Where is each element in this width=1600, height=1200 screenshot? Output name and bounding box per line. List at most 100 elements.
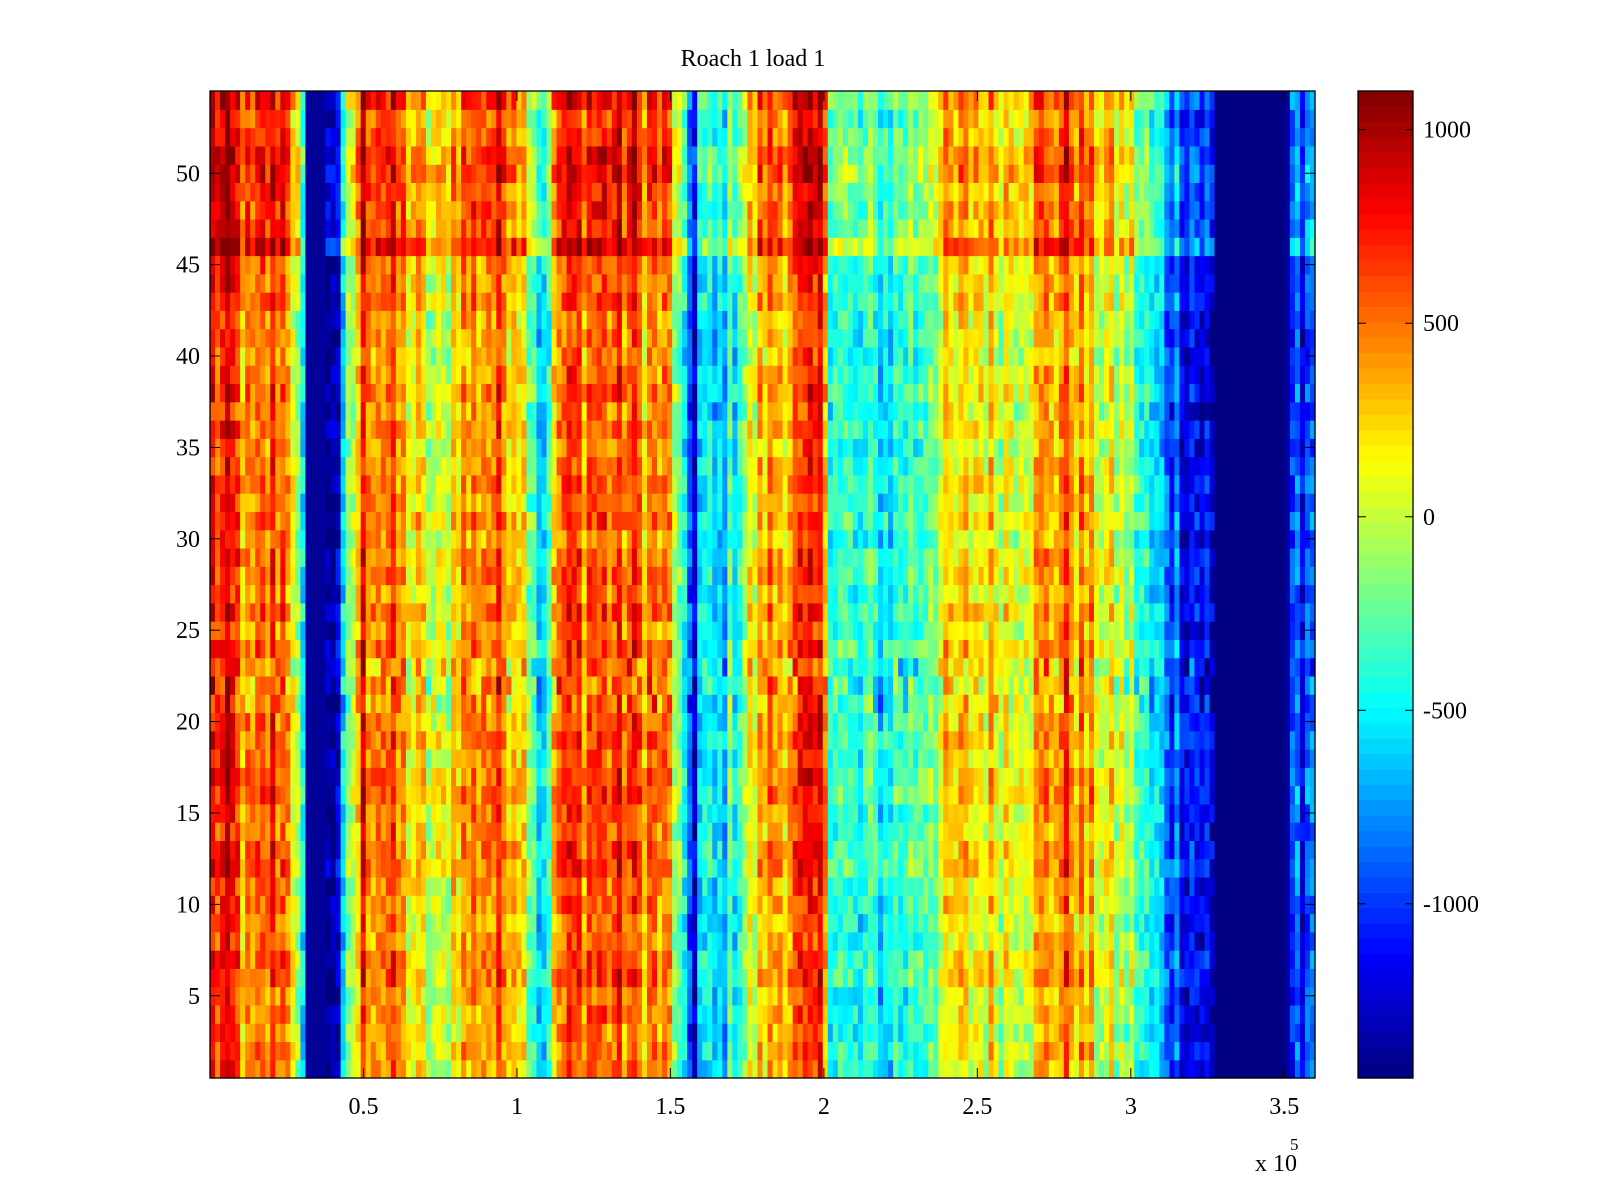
- heatmap-cell: [1088, 785, 1095, 805]
- heatmap-cell: [737, 1041, 744, 1061]
- heatmap-cell: [1124, 1004, 1130, 1024]
- heatmap-cell: [260, 858, 266, 878]
- heatmap-cell: [1083, 913, 1090, 933]
- heatmap-cell: [375, 767, 382, 787]
- heatmap-cell: [295, 767, 302, 787]
- heatmap-cell: [1309, 694, 1316, 714]
- heatmap-cell: [400, 767, 407, 787]
- heatmap-cell: [938, 675, 944, 695]
- heatmap-cell: [782, 968, 789, 988]
- heatmap-cell: [516, 876, 523, 896]
- heatmap-cell: [737, 694, 744, 714]
- heatmap-cell: [290, 968, 296, 988]
- heatmap-cell: [657, 822, 663, 841]
- heatmap-cell: [586, 931, 593, 951]
- heatmap-cell: [667, 803, 673, 823]
- heatmap-cell: [1204, 767, 1211, 787]
- heatmap-cell: [385, 913, 392, 933]
- heatmap-cell: [968, 822, 975, 841]
- heatmap-cell: [345, 840, 352, 860]
- heatmap-cell: [601, 840, 608, 860]
- heatmap-cell: [752, 1041, 759, 1061]
- heatmap-cell: [1169, 913, 1175, 933]
- heatmap-cell: [867, 1023, 874, 1043]
- heatmap-cell: [878, 913, 884, 933]
- heatmap-cell: [1078, 712, 1085, 732]
- heatmap-cell: [1194, 950, 1201, 969]
- heatmap-cell: [1008, 968, 1015, 988]
- heatmap-cell: [667, 895, 673, 915]
- heatmap-cell: [446, 1041, 452, 1061]
- heatmap-cell: [1279, 694, 1286, 714]
- heatmap-cell: [420, 895, 427, 915]
- heatmap-cell: [496, 694, 502, 714]
- heatmap-cell: [290, 858, 296, 878]
- heatmap-cell: [466, 1041, 472, 1061]
- heatmap-cell: [1254, 931, 1261, 951]
- heatmap-cell: [516, 858, 523, 878]
- heatmap-cell: [968, 895, 975, 915]
- heatmap-cell: [958, 950, 965, 969]
- heatmap-cell: [772, 876, 779, 896]
- heatmap-cell: [1099, 1059, 1105, 1079]
- heatmap-cell: [436, 1023, 442, 1043]
- heatmap-cell: [300, 913, 307, 933]
- heatmap-cell: [1094, 913, 1100, 933]
- heatmap-cell: [1028, 840, 1035, 860]
- heatmap-cell: [1144, 749, 1150, 768]
- heatmap-cell: [662, 913, 668, 933]
- heatmap-cell: [1234, 1041, 1241, 1061]
- heatmap-cell: [1033, 785, 1040, 805]
- heatmap-cell: [621, 858, 628, 878]
- heatmap-cell: [722, 1004, 728, 1024]
- heatmap-cell: [807, 730, 814, 750]
- heatmap-cell: [466, 1004, 472, 1024]
- heatmap-cell: [652, 657, 658, 677]
- heatmap-cell: [210, 1059, 216, 1079]
- heatmap-cell: [1063, 1004, 1070, 1024]
- heatmap-cell: [486, 1041, 492, 1061]
- heatmap-cell: [893, 931, 899, 951]
- heatmap-cell: [983, 1059, 990, 1079]
- heatmap-cell: [451, 840, 457, 860]
- heatmap-cell: [767, 694, 774, 714]
- heatmap-cell: [566, 694, 573, 714]
- heatmap-cell: [1129, 822, 1135, 841]
- heatmap-cell: [998, 822, 1005, 841]
- heatmap-cell: [978, 822, 985, 841]
- heatmap-cell: [1124, 840, 1130, 860]
- heatmap-cell: [802, 1023, 809, 1043]
- heatmap-cell: [727, 931, 733, 951]
- heatmap-cell: [923, 858, 929, 878]
- heatmap-cell: [827, 913, 834, 933]
- heatmap-cell: [822, 1023, 829, 1043]
- heatmap-cell: [581, 840, 588, 860]
- heatmap-cell: [270, 986, 276, 1006]
- heatmap-cell: [1013, 913, 1020, 933]
- heatmap-cell: [1244, 858, 1251, 878]
- heatmap-cell: [1028, 913, 1035, 933]
- heatmap-cell: [546, 712, 553, 732]
- heatmap-cell: [501, 1023, 507, 1043]
- heatmap-cell: [320, 1023, 327, 1043]
- heatmap-cell: [993, 803, 1000, 823]
- heatmap-cell: [225, 968, 231, 988]
- heatmap-cell: [792, 876, 799, 896]
- heatmap-cell: [782, 657, 789, 677]
- heatmap-cell: [626, 876, 633, 896]
- heatmap-cell: [1189, 767, 1196, 787]
- heatmap-cell: [245, 986, 251, 1006]
- heatmap-cell: [1184, 1023, 1191, 1043]
- heatmap-cell: [1299, 694, 1306, 714]
- heatmap-cell: [928, 876, 934, 896]
- heatmap-cell: [943, 657, 949, 677]
- heatmap-cell: [918, 675, 924, 695]
- heatmap-cell: [1038, 1059, 1045, 1079]
- heatmap-cell: [1169, 675, 1175, 695]
- heatmap-cell: [400, 1041, 407, 1061]
- heatmap-cell: [611, 712, 618, 732]
- heatmap-cell: [305, 968, 312, 988]
- heatmap-cell: [1088, 712, 1095, 732]
- heatmap-cell: [621, 803, 628, 823]
- heatmap-cell: [270, 803, 276, 823]
